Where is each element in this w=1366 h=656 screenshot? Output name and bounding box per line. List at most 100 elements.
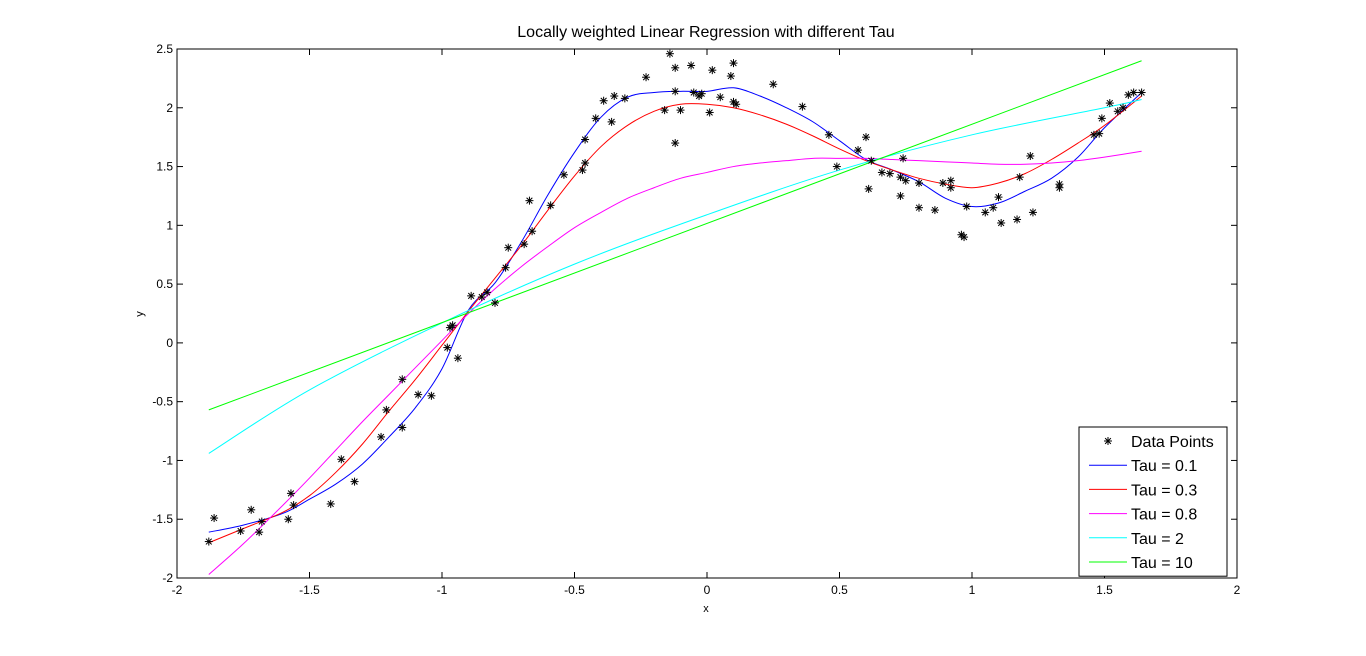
data-point <box>286 489 295 498</box>
data-point <box>520 240 529 249</box>
data-point <box>946 176 955 185</box>
data-point <box>946 183 955 192</box>
data-point <box>607 117 616 126</box>
data-point <box>896 191 905 200</box>
data-point <box>1137 88 1146 97</box>
data-point <box>896 173 905 182</box>
data-point <box>997 218 1006 227</box>
data-point <box>915 203 923 212</box>
series-line-4 <box>208 99 1142 454</box>
data-point <box>578 166 587 175</box>
data-point <box>1095 129 1104 138</box>
data-point <box>610 92 619 101</box>
data-point <box>689 88 698 97</box>
data-point <box>938 179 947 188</box>
y-tick-label: -1.5 <box>152 512 173 526</box>
data-point <box>398 423 407 432</box>
data-point <box>665 49 674 58</box>
y-tick-label: 1 <box>166 218 173 232</box>
data-point <box>994 193 1003 202</box>
data-point <box>337 455 346 464</box>
data-point <box>210 514 219 523</box>
data-point <box>960 233 969 242</box>
y-axis-label: y <box>134 311 146 317</box>
y-tick-label: 1.5 <box>156 160 173 174</box>
data-point <box>427 391 436 400</box>
data-point <box>398 375 407 384</box>
x-axis-label: x <box>703 603 709 615</box>
data-point <box>1089 130 1098 139</box>
data-point <box>901 176 910 185</box>
data-point <box>729 59 738 68</box>
data-point <box>581 135 590 144</box>
data-point <box>769 80 778 89</box>
x-tick-label: 1.5 <box>1096 583 1113 597</box>
data-point <box>930 206 939 215</box>
y-tick-label: 0.5 <box>156 277 173 291</box>
data-point <box>708 66 717 75</box>
x-tick-label: 0.5 <box>831 583 848 597</box>
data-point <box>885 169 894 178</box>
data-point <box>204 537 213 546</box>
data-point <box>284 515 293 524</box>
x-tick-label: -0.5 <box>564 583 585 597</box>
data-points <box>204 49 1146 546</box>
data-point <box>1129 88 1138 97</box>
data-point <box>671 139 680 148</box>
data-point <box>620 94 629 103</box>
data-point <box>726 72 735 81</box>
series-lines <box>208 60 1142 575</box>
data-point <box>501 263 510 272</box>
legend-label: Tau = 0.1 <box>1131 458 1197 475</box>
data-point <box>962 202 971 211</box>
chart-title: Locally weighted Linear Regression with … <box>517 24 894 41</box>
data-point <box>559 170 568 179</box>
y-tick-label: -2 <box>162 571 173 585</box>
data-point <box>1013 215 1022 224</box>
data-point <box>862 133 870 142</box>
data-point <box>236 526 245 535</box>
data-point <box>483 288 492 297</box>
data-point <box>491 298 499 307</box>
data-point <box>453 354 462 363</box>
data-point <box>247 505 256 514</box>
data-point <box>289 501 298 510</box>
x-tick-label: -1 <box>437 583 448 597</box>
data-point <box>448 321 457 330</box>
data-point <box>676 106 685 115</box>
data-point <box>1105 99 1114 108</box>
data-point <box>915 179 923 188</box>
data-point <box>660 106 669 115</box>
legend-label: Tau = 10 <box>1131 555 1193 572</box>
legend-label: Tau = 0.8 <box>1131 507 1197 524</box>
data-point <box>716 93 725 102</box>
x-tick-label: 2 <box>1234 583 1241 597</box>
y-tick-label: 0 <box>166 336 173 350</box>
legend: Data Points Tau = 0.1 Tau = 0.3 Tau = 0.8 Ta… <box>1078 426 1228 577</box>
data-point <box>1097 114 1106 123</box>
data-point <box>854 146 863 155</box>
data-point <box>443 343 452 352</box>
data-point <box>377 432 386 441</box>
data-point <box>732 100 741 109</box>
data-point <box>1026 151 1035 160</box>
data-point <box>687 61 696 70</box>
data-point <box>599 96 608 105</box>
x-tick-label: 1 <box>969 583 976 597</box>
x-tick-label: -1.5 <box>299 583 320 597</box>
data-point <box>705 108 714 117</box>
series-line-1 <box>208 87 1142 533</box>
data-point <box>1028 208 1037 217</box>
legend-marker-data-points <box>1104 437 1112 445</box>
data-point <box>864 184 873 193</box>
data-point <box>867 156 876 165</box>
data-point <box>467 291 476 300</box>
series-line-3 <box>208 150 1142 575</box>
data-point <box>581 159 590 168</box>
data-point <box>1055 180 1064 189</box>
data-point <box>832 162 841 171</box>
data-point <box>824 130 833 139</box>
legend-label: Tau = 0.3 <box>1131 482 1197 499</box>
